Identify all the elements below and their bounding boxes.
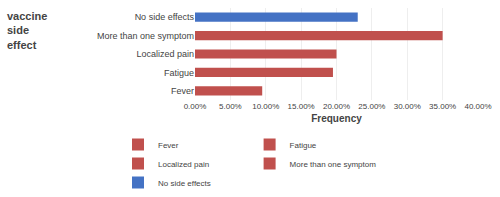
- svg-text:Localized pain: Localized pain: [136, 49, 194, 59]
- svg-text:No side effects: No side effects: [135, 12, 195, 22]
- svg-text:15.00%: 15.00%: [288, 102, 315, 111]
- svg-text:No side effects: No side effects: [158, 179, 211, 188]
- svg-text:25.00%: 25.00%: [358, 102, 385, 111]
- svg-text:More than one symptom: More than one symptom: [97, 31, 194, 41]
- svg-text:vaccinesideeffect: vaccinesideeffect: [7, 10, 47, 51]
- svg-text:5.00%: 5.00%: [219, 102, 242, 111]
- svg-text:35.00%: 35.00%: [429, 102, 456, 111]
- svg-text:30.00%: 30.00%: [394, 102, 421, 111]
- svg-text:Fatigue: Fatigue: [290, 141, 317, 150]
- svg-text:Fatigue: Fatigue: [164, 68, 194, 78]
- svg-text:Localized pain: Localized pain: [158, 160, 209, 169]
- svg-text:10.00%: 10.00%: [252, 102, 279, 111]
- svg-text:Fever: Fever: [158, 141, 179, 150]
- svg-text:Fever: Fever: [171, 86, 194, 96]
- svg-text:Frequency: Frequency: [311, 113, 362, 124]
- svg-text:More than one symptom: More than one symptom: [290, 160, 377, 169]
- svg-text:0.00%: 0.00%: [184, 102, 207, 111]
- svg-text:40.00%: 40.00%: [464, 102, 491, 111]
- svg-text:20.00%: 20.00%: [323, 102, 350, 111]
